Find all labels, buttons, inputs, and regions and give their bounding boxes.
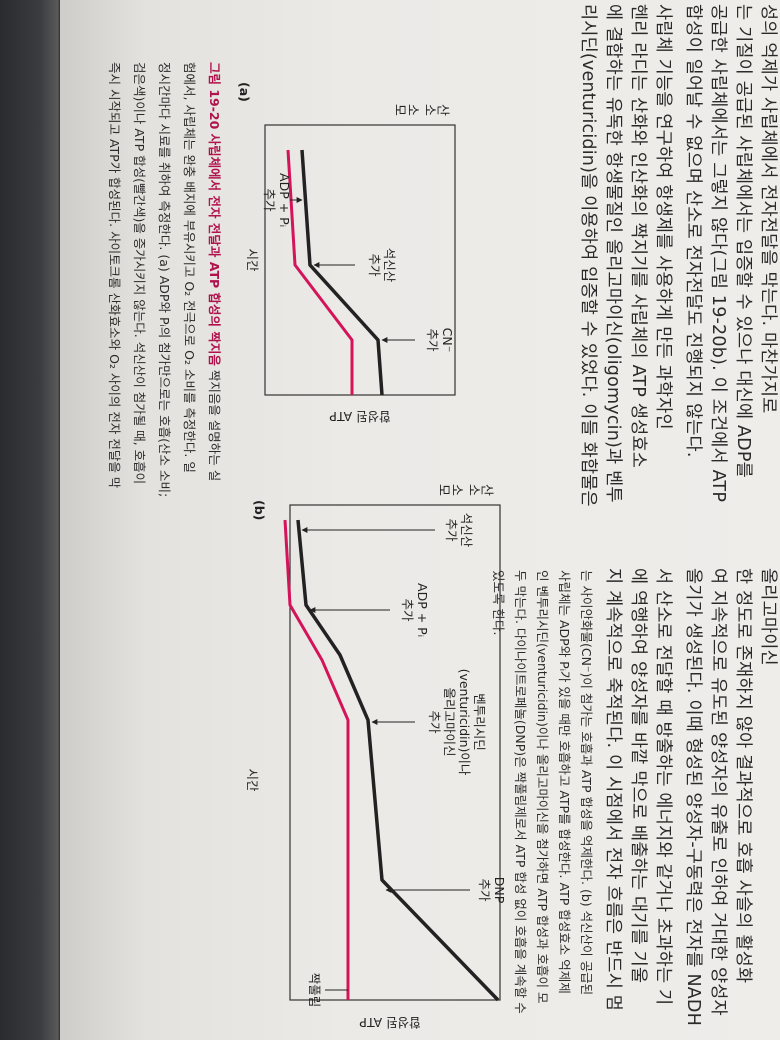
annotation: 석신산 xyxy=(382,248,397,283)
oxygen-curve-b xyxy=(296,519,500,1002)
annotation: 올리고마이신 xyxy=(442,687,457,756)
annotation: 추가 xyxy=(477,878,492,902)
figure-b-frame xyxy=(289,504,501,1001)
annotation: 짝풀림 xyxy=(307,973,322,1008)
annotation: ADP + Pᵢ xyxy=(415,583,430,637)
annotation: 벤투리시딘 xyxy=(472,693,487,751)
annotation: 추가 xyxy=(262,188,277,212)
panel-label: (b) xyxy=(252,500,267,520)
y-axis-label: 산소 소모 xyxy=(394,101,450,116)
annotation: DNP xyxy=(492,877,507,904)
y-axis-label: 산소 소모 xyxy=(438,481,494,496)
annotation: 추가 xyxy=(425,328,440,352)
y2-axis-label: 합성된 ATP xyxy=(359,1015,421,1030)
atp-curve-a xyxy=(286,149,354,395)
annotation: 석신산 xyxy=(459,513,474,548)
x-axis-label: 시간 xyxy=(245,248,260,272)
y2-axis-label: 합성된 ATP xyxy=(329,409,391,424)
x-axis-label: 시간 xyxy=(245,768,260,792)
book-page: 성의 억제가 사립체에서 전자전달을 막는다. 마찬가지로 는 기질이 공급된 사… xyxy=(60,0,780,1040)
annotation: 추가 xyxy=(427,710,442,734)
oxygen-curve-a xyxy=(300,149,384,396)
annotation: 추가 xyxy=(367,253,382,277)
atp-curve-b xyxy=(283,519,350,1000)
annotation: 추가 xyxy=(400,598,415,622)
panel-label: (a) xyxy=(237,82,252,102)
figure-a-frame xyxy=(264,124,456,396)
annotation: CN⁻ xyxy=(440,328,455,353)
annotation: ADP + Pᵢ xyxy=(277,173,292,227)
annotation: (venturicidin)이나 xyxy=(457,669,472,776)
annotation: 추가 xyxy=(444,518,459,542)
